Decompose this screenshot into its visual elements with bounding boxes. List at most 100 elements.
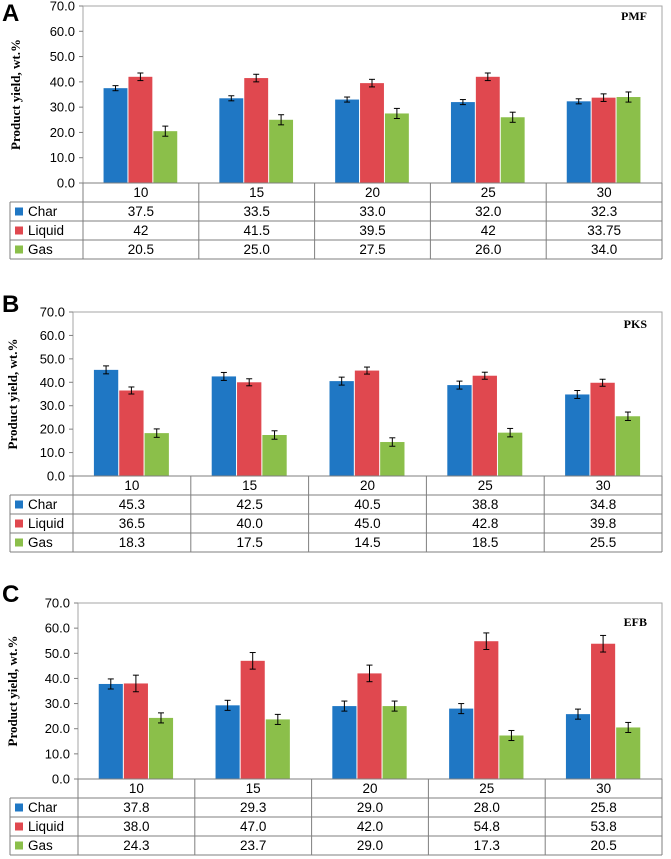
data-value-label: 40.5: [354, 497, 380, 512]
bar: [244, 78, 269, 183]
data-value-label: 42.0: [357, 819, 383, 834]
legend-label: Char: [28, 800, 58, 815]
bar: [103, 88, 128, 183]
x-category-label: 20: [362, 781, 377, 796]
bar: [148, 717, 174, 779]
data-value-label: 32.3: [591, 204, 617, 219]
bar: [382, 706, 407, 779]
legend-swatch: [15, 207, 23, 216]
x-category-label: 20: [360, 478, 375, 493]
y-tick-label: 20.0: [50, 125, 75, 140]
bar: [565, 714, 591, 779]
y-tick-label: 10.0: [50, 150, 75, 165]
data-value-label: 20.5: [590, 838, 616, 853]
y-tick-label: 0.0: [57, 176, 75, 191]
data-value-label: 34.8: [590, 497, 616, 512]
panel-letter: A: [2, 0, 20, 27]
x-category-label: 10: [124, 478, 139, 493]
y-tick-label: 40.0: [45, 671, 70, 686]
bar: [335, 99, 360, 183]
data-value-label: 24.3: [123, 838, 149, 853]
bar: [119, 390, 144, 476]
bar: [447, 385, 472, 476]
data-value-label: 33.0: [359, 204, 385, 219]
y-tick-label: 0.0: [52, 772, 70, 787]
bar: [98, 683, 123, 779]
bar: [128, 76, 153, 183]
data-value-label: 29.3: [240, 800, 266, 815]
data-value-label: 32.0: [475, 204, 501, 219]
x-category-label: 30: [597, 185, 612, 200]
bar: [93, 369, 119, 476]
bar: [219, 98, 244, 183]
panel-c: C 0.0 10.0 20.0 30.0 40.0 50.0 60.0 70.0 Product…: [0, 583, 671, 859]
bar: [615, 416, 641, 476]
y-axis-label: Product yield, wt.%: [8, 39, 23, 150]
bar: [332, 706, 357, 779]
legend-swatch: [15, 841, 23, 850]
bar: [590, 382, 615, 476]
bar: [240, 660, 265, 779]
y-tick-label: 50.0: [40, 351, 65, 366]
legend-label: Char: [28, 204, 58, 219]
data-value-label: 45.3: [119, 497, 145, 512]
y-axis-label: Product yield, wt.%: [5, 636, 20, 747]
chart-panel-a: 0.0 10.0 20.0 30.0 40.0 50.0 60.0 70.0 Product y…: [8, 0, 663, 260]
bar: [591, 643, 616, 779]
data-value-label: 27.5: [359, 242, 385, 257]
bar: [384, 113, 409, 183]
y-tick-label: 30.0: [45, 696, 70, 711]
data-value-label: 17.3: [474, 838, 500, 853]
bar: [497, 432, 523, 476]
legend-swatch: [15, 500, 23, 509]
bar: [500, 117, 525, 183]
y-tick-label: 50.0: [45, 646, 70, 661]
bar: [616, 97, 641, 183]
bar: [144, 433, 169, 476]
data-value-label: 26.0: [475, 242, 501, 257]
bar: [354, 370, 380, 476]
y-tick-label: 30.0: [40, 398, 65, 413]
y-tick-label: 40.0: [40, 375, 65, 390]
legend-label: Liquid: [28, 516, 64, 531]
legend-swatch: [15, 803, 23, 812]
legend-label: Char: [28, 497, 58, 512]
data-value-label: 23.7: [240, 838, 266, 853]
x-category-label: 15: [249, 185, 264, 200]
data-value-label: 42.5: [237, 497, 263, 512]
y-tick-label: 10.0: [40, 445, 65, 460]
data-value-label: 18.5: [472, 535, 498, 550]
data-value-label: 54.8: [474, 819, 500, 834]
x-category-label: 25: [481, 185, 496, 200]
y-tick-label: 40.0: [50, 74, 75, 89]
bar: [475, 76, 500, 183]
legend-label: Liquid: [28, 819, 64, 834]
data-value-label: 25.5: [590, 535, 616, 550]
x-category-label: 15: [246, 781, 261, 796]
data-value-label: 40.0: [237, 516, 263, 531]
y-axis-label: Product yield, wt.%: [5, 339, 20, 450]
data-value-label: 25.0: [244, 242, 270, 257]
data-value-label: 42: [133, 223, 148, 238]
x-category-label: 30: [596, 781, 611, 796]
data-value-label: 39.5: [359, 223, 385, 238]
x-category-label: 25: [478, 478, 493, 493]
data-value-label: 45.0: [354, 516, 380, 531]
bar: [211, 376, 237, 476]
chart-title: EFB: [624, 615, 647, 629]
y-tick-label: 20.0: [45, 721, 70, 736]
bar: [591, 97, 616, 183]
chart-panel-c: 0.0 10.0 20.0 30.0 40.0 50.0 60.0 70.0 Product y…: [5, 596, 663, 856]
data-value-label: 18.3: [119, 535, 145, 550]
y-tick-label: 30.0: [50, 100, 75, 115]
data-value-label: 14.5: [354, 535, 380, 550]
y-tick-label: 60.0: [50, 24, 75, 39]
data-value-label: 17.5: [237, 535, 263, 550]
bar: [262, 435, 287, 476]
chart-title: PKS: [624, 317, 648, 331]
bar: [565, 394, 590, 476]
y-tick-label: 60.0: [40, 328, 65, 343]
data-value-label: 33.5: [244, 204, 270, 219]
data-value-label: 37.5: [128, 204, 154, 219]
data-value-label: 29.0: [357, 838, 383, 853]
